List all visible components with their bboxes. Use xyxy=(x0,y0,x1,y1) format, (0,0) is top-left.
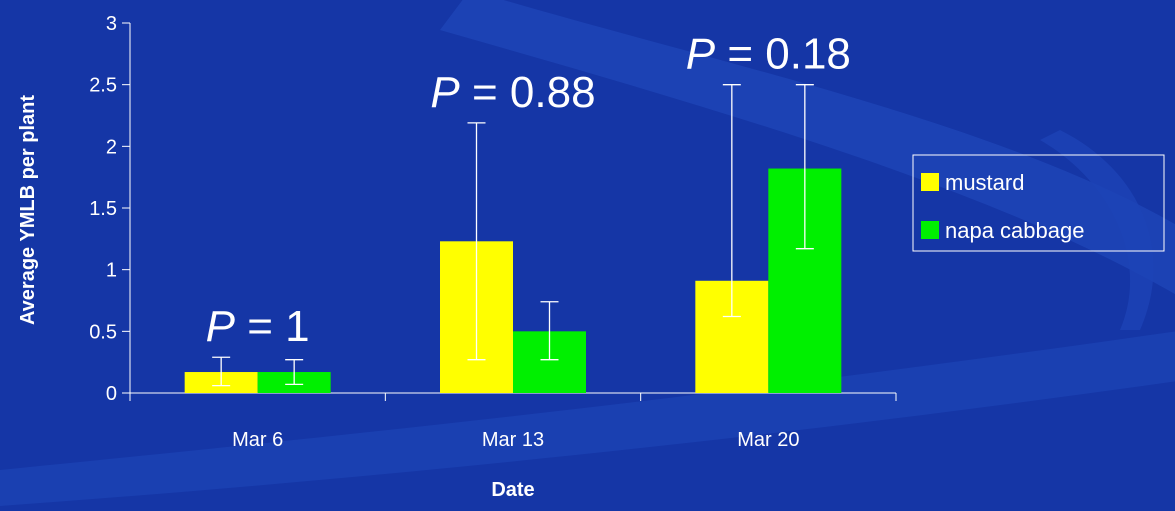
p-value-label: P = 0.88 xyxy=(430,68,595,117)
error-bar xyxy=(795,84,814,250)
y-tick-label: 1 xyxy=(106,260,117,282)
y-tick-label: 1.5 xyxy=(89,198,117,220)
y-tick-label: 0 xyxy=(106,383,117,405)
bars xyxy=(184,168,842,393)
error-bar xyxy=(285,359,304,386)
x-tick-label: Mar 20 xyxy=(737,429,799,451)
p-value-label: P = 1 xyxy=(206,302,310,351)
legend-label: mustard xyxy=(945,170,1024,195)
swoosh-shape xyxy=(440,0,1175,295)
error-bars xyxy=(212,84,814,387)
legend-box xyxy=(912,154,1165,252)
p-value-annotations: P = 1 P = 0.88 P = 0.18 xyxy=(206,30,851,352)
swoosh-shape xyxy=(1040,130,1154,330)
legend-item: napa cabbage xyxy=(921,218,1084,243)
error-bar xyxy=(467,122,486,361)
x-tick-label: Mar 13 xyxy=(482,429,544,451)
legend-item: mustard xyxy=(921,170,1024,195)
error-bar xyxy=(722,84,741,318)
legend-swatch xyxy=(921,221,939,239)
y-tick-label: 2.5 xyxy=(89,75,117,97)
error-bar xyxy=(540,301,559,361)
error-bar xyxy=(212,356,231,387)
y-tick-labels: 0 0.5 1 1.5 2 2.5 3 xyxy=(89,13,117,405)
y-tick-label: 2 xyxy=(106,136,117,158)
y-axis-label: Average YMLB per plant xyxy=(17,95,39,325)
x-tick-labels: Mar 6 Mar 13 Mar 20 xyxy=(232,429,799,451)
y-tick-label: 0.5 xyxy=(89,321,117,343)
legend-label: napa cabbage xyxy=(945,218,1084,243)
x-axis-label: Date xyxy=(491,479,534,501)
p-value-label: P = 0.18 xyxy=(686,30,851,79)
legend-swatch xyxy=(921,173,939,191)
x-tick-label: Mar 6 xyxy=(232,429,283,451)
y-tick-label: 3 xyxy=(106,13,117,35)
legend: mustard napa cabbage xyxy=(912,154,1165,252)
swoosh-shape xyxy=(0,331,1175,506)
